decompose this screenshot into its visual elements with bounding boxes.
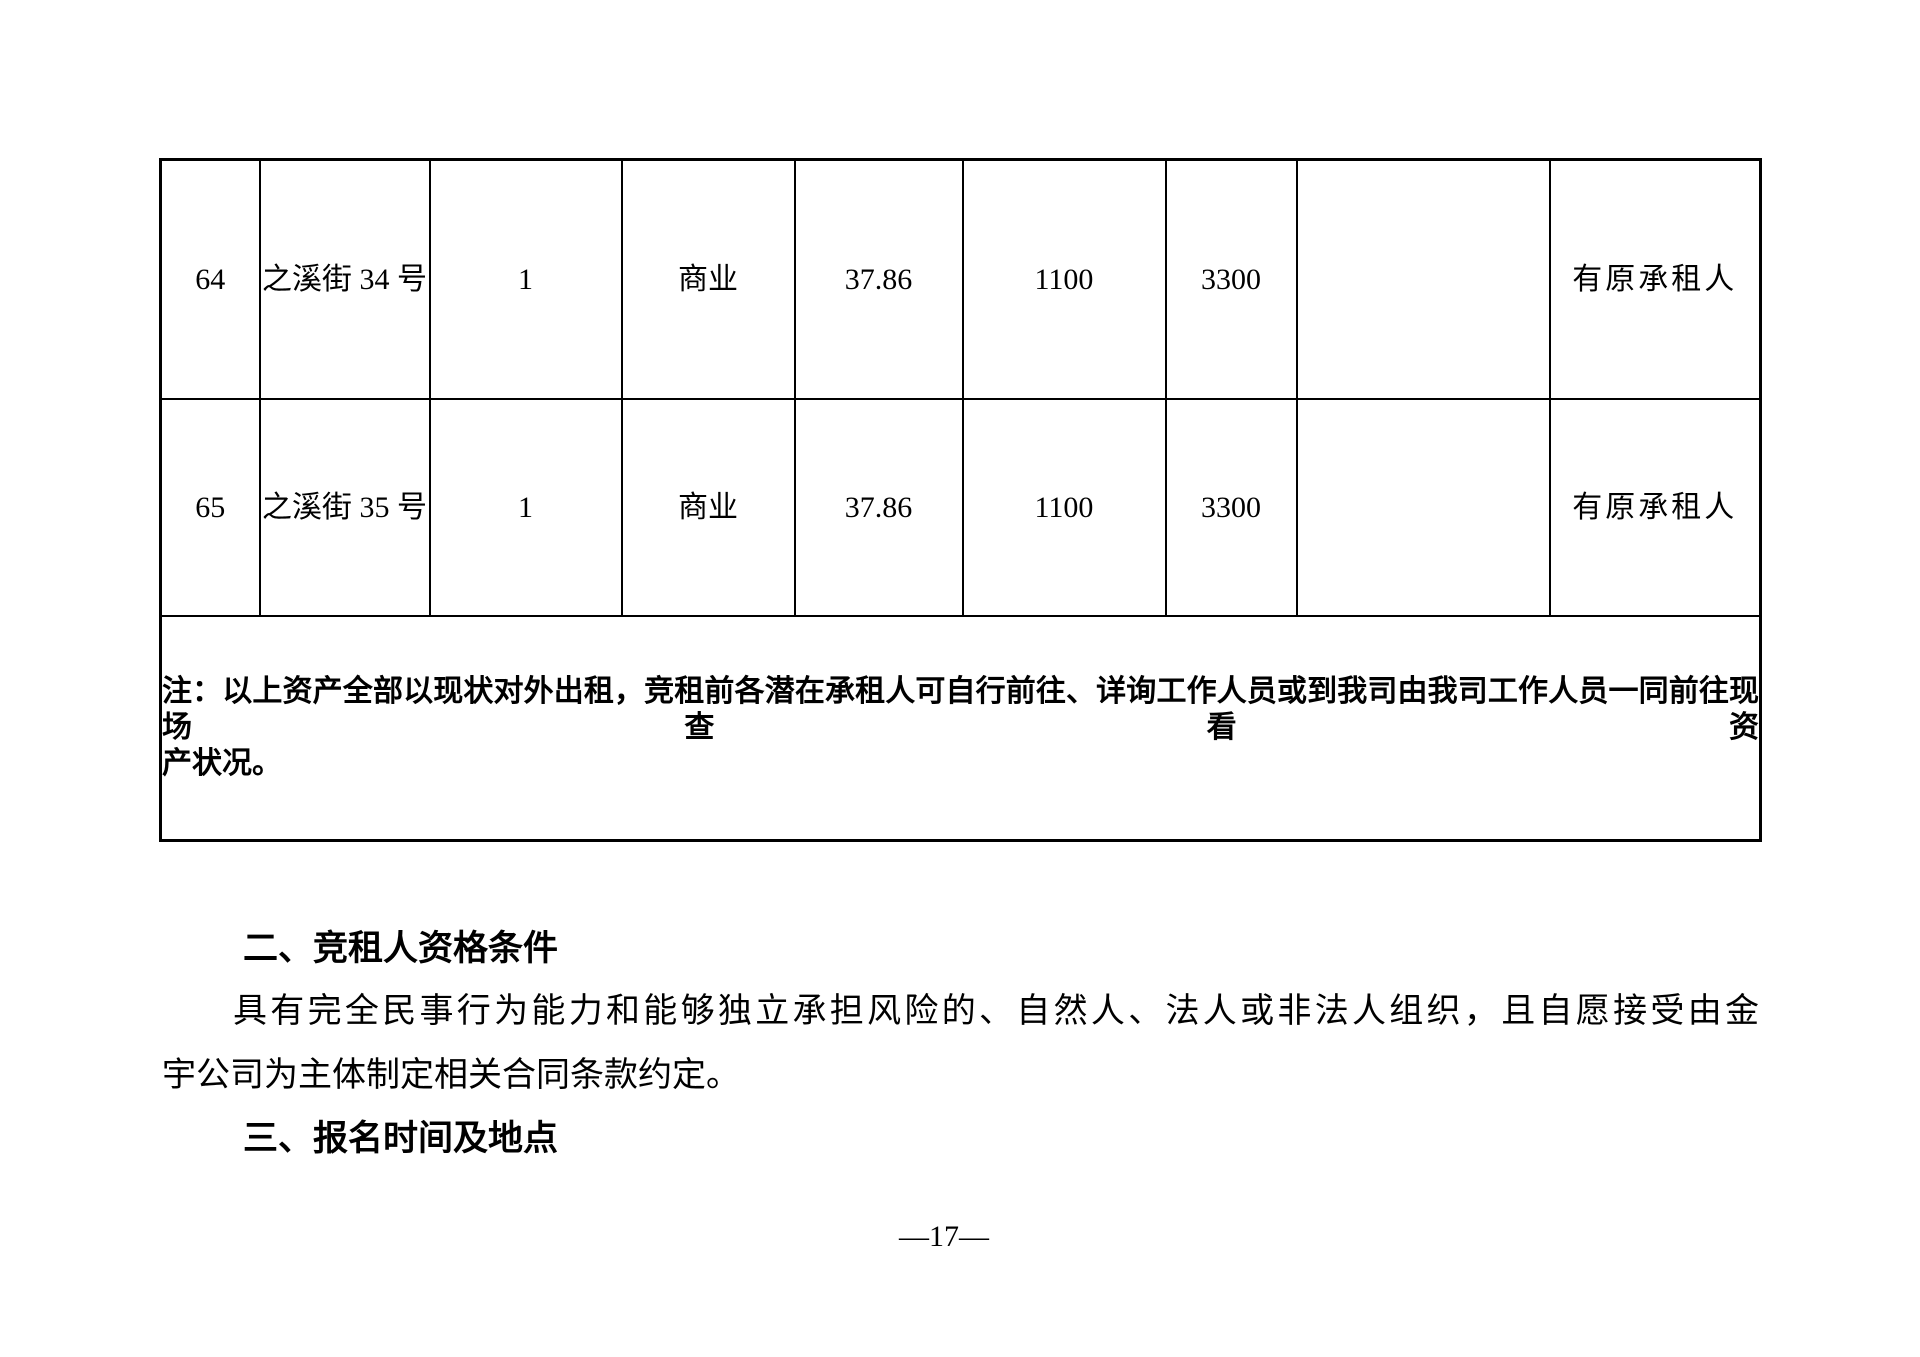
table-cell-value: 3300 bbox=[1164, 158, 1298, 400]
table-note-cell: 注：以上资产全部以现状对外出租，竞租前各潜在承租人可自行前往、详询工作人员或到我… bbox=[159, 615, 1762, 842]
table-cell-count: 1 bbox=[428, 158, 623, 400]
table-cell-area: 37.86 bbox=[793, 158, 964, 400]
table-row: 64 之溪街 34 号 1 商业 37.86 1100 3300 有原承租人 bbox=[159, 158, 1762, 400]
table-cell-value: 3300 bbox=[1164, 398, 1298, 617]
paragraph-line1: 具有完全民事行为能力和能够独立承担风险的、自然人、法人或非法人组织，且自愿接受由… bbox=[233, 993, 1759, 1030]
paragraph-line2: 宇公司为主体制定相关合同条款约定。 bbox=[162, 1057, 740, 1094]
table-cell-usage: 商业 bbox=[620, 398, 796, 617]
note-text-line2: 产状况。 bbox=[162, 747, 283, 780]
table-note-row: 注：以上资产全部以现状对外出租，竞租前各潜在承租人可自行前往、详询工作人员或到我… bbox=[159, 615, 1762, 842]
table-cell-seq: 64 bbox=[159, 158, 261, 400]
table-cell-value: 1100 bbox=[961, 398, 1167, 617]
table-cell-empty bbox=[1295, 398, 1551, 617]
note-text-line1: 注：以上资产全部以现状对外出租，竞租前各潜在承租人可自行前往、详询工作人员或到我… bbox=[162, 675, 1759, 744]
table-cell-remark: 有原承租人 bbox=[1548, 158, 1762, 400]
section-heading-qualification: 二、竞租人资格条件 bbox=[243, 929, 559, 968]
table-cell-seq: 65 bbox=[159, 398, 261, 617]
table-cell-value: 1100 bbox=[961, 158, 1167, 400]
table-cell-usage: 商业 bbox=[620, 158, 796, 400]
asset-table: 64 之溪街 34 号 1 商业 37.86 1100 3300 有原承租人 6… bbox=[159, 158, 1762, 842]
table-cell-address: 之溪街 35 号 bbox=[258, 398, 431, 617]
section-heading-registration: 三、报名时间及地点 bbox=[243, 1119, 559, 1158]
table-cell-remark: 有原承租人 bbox=[1548, 398, 1762, 617]
table-row: 65 之溪街 35 号 1 商业 37.86 1100 3300 有原承租人 bbox=[159, 398, 1762, 617]
table-cell-count: 1 bbox=[428, 398, 623, 617]
table-cell-address: 之溪街 34 号 bbox=[258, 158, 431, 400]
page-number: —17— bbox=[899, 1220, 989, 1253]
table-cell-empty bbox=[1295, 158, 1551, 400]
table-cell-area: 37.86 bbox=[793, 398, 964, 617]
